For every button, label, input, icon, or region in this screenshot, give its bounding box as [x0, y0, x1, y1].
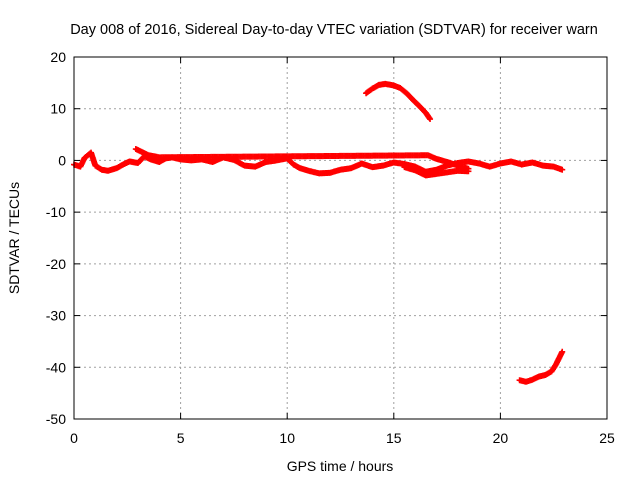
series-lower-arc	[516, 348, 566, 385]
data-point	[465, 165, 472, 172]
y-tick-label: 0	[58, 152, 66, 168]
y-tick-label: -50	[46, 411, 66, 427]
x-tick-label: 20	[493, 430, 509, 446]
y-tick-label: -10	[46, 204, 66, 220]
y-tick-label: -20	[46, 256, 66, 272]
grid	[74, 57, 607, 419]
data-point	[427, 116, 434, 123]
data-point	[559, 348, 566, 355]
x-axis-label: GPS time / hours	[287, 458, 394, 474]
axis-ticks: 0 5 10 15 20 25 -50 -40 -30 -20 -10 0 10 20	[46, 49, 615, 446]
y-axis-label: SDTVAR / TECUs	[6, 182, 22, 294]
y-tick-label: -40	[46, 359, 66, 375]
y-tick-label: 10	[50, 101, 66, 117]
x-tick-label: 0	[70, 430, 78, 446]
x-tick-label: 15	[386, 430, 402, 446]
x-tick-label: 10	[279, 430, 295, 446]
data-point	[559, 166, 566, 173]
series-secondary-band	[132, 146, 472, 172]
x-tick-label: 5	[177, 430, 185, 446]
plot-frame	[73, 56, 608, 420]
data-points	[71, 80, 566, 385]
x-tick-label: 25	[599, 430, 615, 446]
y-tick-label: 20	[50, 49, 66, 65]
chart-title: Day 008 of 2016, Sidereal Day-to-day VTE…	[70, 22, 598, 38]
y-tick-label: -30	[46, 308, 66, 324]
series-upper-arc	[363, 80, 434, 123]
